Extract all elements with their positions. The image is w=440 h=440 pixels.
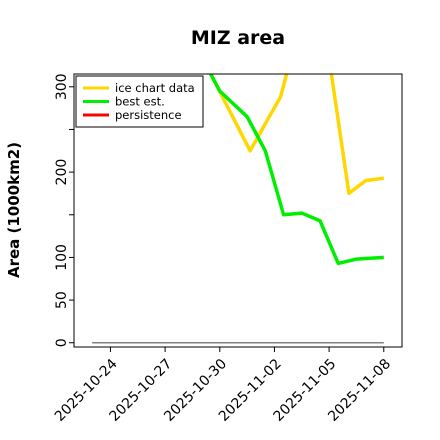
- y-tick-label: 0: [54, 338, 70, 347]
- y-tick-label: 200: [54, 159, 70, 186]
- plot-frame: [73, 73, 403, 348]
- plot-area: [92, 74, 385, 344]
- series-line-best-est--0: [209, 74, 384, 266]
- series-line-ice-chart-data-1: [329, 74, 385, 196]
- series-line-ice-chart-data-0: [209, 74, 289, 153]
- y-tick-label: 50: [54, 291, 70, 309]
- legend-label: persistence: [115, 108, 182, 122]
- y-tick-label: 100: [54, 244, 70, 271]
- y-tick-label: 300: [54, 73, 70, 100]
- legend-label: best est.: [115, 95, 165, 109]
- y-axis-label: Area (1000km2): [5, 142, 23, 278]
- legend-label: ice chart data: [115, 81, 195, 95]
- chart-title: MIZ area: [191, 27, 285, 49]
